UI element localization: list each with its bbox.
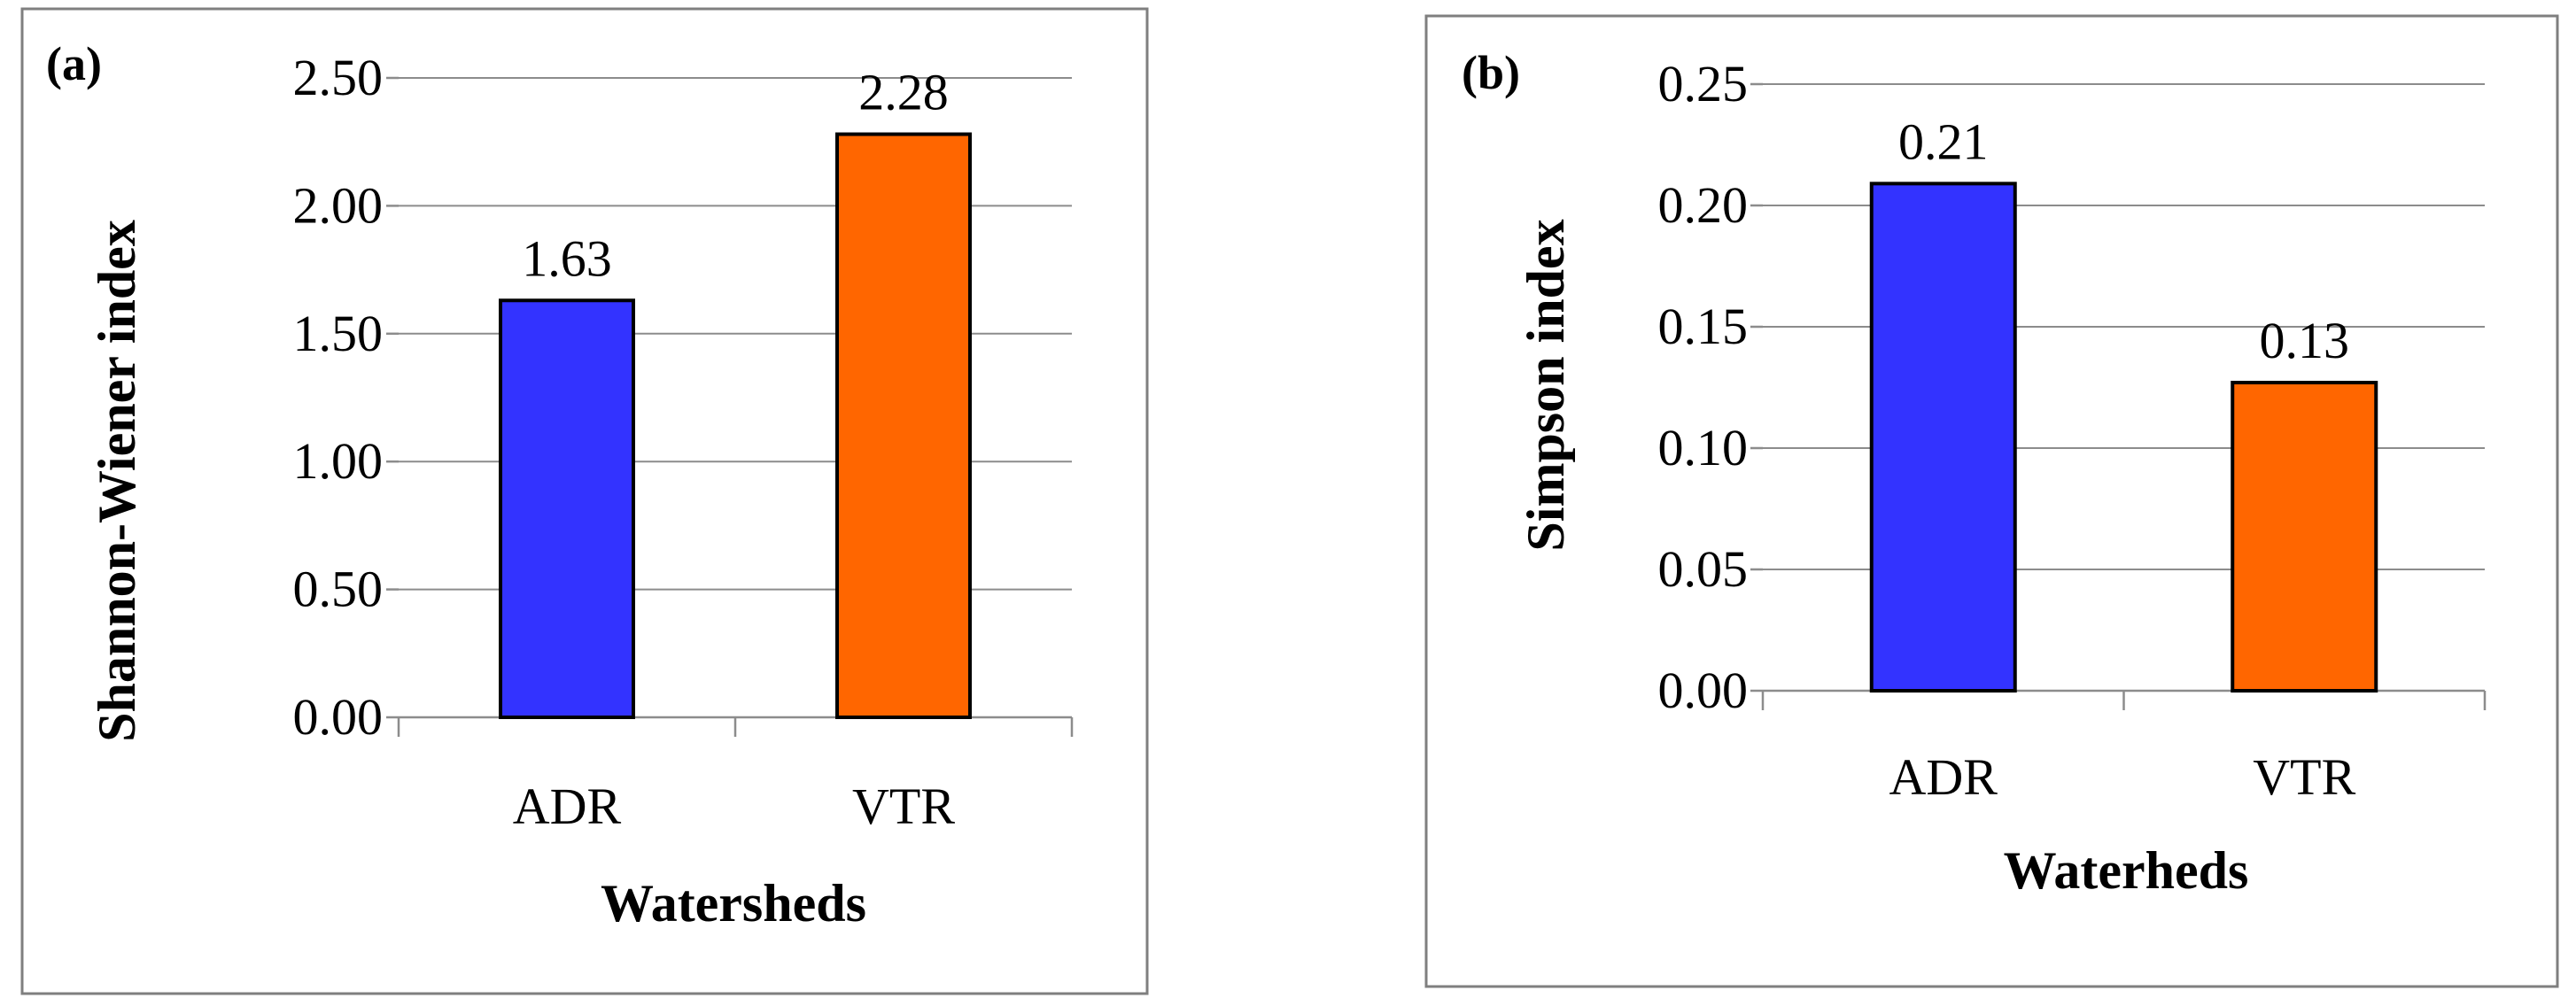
panel-b-data-labels: 0.21 0.13	[1898, 112, 2349, 369]
panel-b-x-tick-label-adr: ADR	[1889, 748, 1998, 806]
panel-a-x-axis-title: Watersheds	[601, 874, 866, 932]
panel-a-shannon-wiener: (a) 1.63 2.28 0.00 0.50 1.00 1.50 2.00 2.50 AD…	[20, 7, 1149, 995]
panel-a-data-labels: 1.63 2.28	[522, 64, 949, 288]
panel-a-bar-vtr	[835, 132, 972, 719]
panel-a-y-tick-labels: 0.00 0.50 1.00 1.50 2.00 2.50	[293, 49, 384, 746]
panel-b-data-label-adr: 0.21	[1898, 112, 1989, 170]
panel-b-data-label-vtr: 0.13	[2260, 312, 2350, 369]
panel-a-y-tick-label: 2.50	[293, 49, 384, 106]
panel-a-bar-adr	[499, 298, 635, 719]
panel-b-x-axis-title: Waterheds	[2004, 841, 2249, 900]
panel-b-y-tick-label: 0.15	[1658, 298, 1749, 355]
panel-b-y-tick-label: 0.00	[1658, 662, 1749, 719]
panel-b-label: (b)	[1462, 46, 1520, 99]
panel-b-y-tick-labels: 0.00 0.05 0.10 0.15 0.20 0.25	[1658, 55, 1749, 719]
panel-a-y-tick-label: 2.00	[293, 176, 384, 234]
panel-b-y-axis-title: Simpson index	[1517, 219, 1575, 551]
panel-a-x-tick-label-adr: ADR	[513, 778, 622, 835]
panel-b-bar-adr	[1869, 182, 2017, 693]
panel-b-y-tick-label: 0.25	[1658, 55, 1749, 112]
panel-b-x-tick-label-vtr: VTR	[2253, 748, 2355, 806]
panel-b-bars	[1869, 182, 2378, 693]
panel-a-y-tick-label: 1.00	[293, 432, 384, 490]
panel-a-x-tick-label-vtr: VTR	[852, 778, 955, 835]
panel-b-y-tick-label: 0.05	[1658, 540, 1749, 598]
panel-a-data-label-vtr: 2.28	[858, 64, 949, 121]
panel-b-y-tick-label: 0.20	[1658, 176, 1749, 234]
panel-b-y-tick-label: 0.10	[1658, 419, 1749, 476]
panel-b-x-tick-labels: ADR VTR	[1889, 748, 2356, 806]
panel-a-data-label-adr: 1.63	[522, 229, 612, 287]
panel-a-y-axis-title: Shannon-Wiener index	[88, 220, 146, 742]
panel-a-bars	[499, 132, 972, 719]
panel-a-x-tick-labels: ADR VTR	[513, 778, 956, 835]
panel-a-y-tick-label: 1.50	[293, 305, 384, 362]
panel-b-bar-vtr	[2231, 381, 2378, 693]
panel-a-y-tick-label: 0.50	[293, 561, 384, 618]
panel-a-y-tick-label: 0.00	[293, 688, 384, 746]
panel-a-label: (a)	[46, 37, 102, 90]
panel-b-simpson: (b) 0.21 0.13 0.00 0.05 0.10 0.15 0.20 0.25 AD…	[1424, 14, 2559, 988]
